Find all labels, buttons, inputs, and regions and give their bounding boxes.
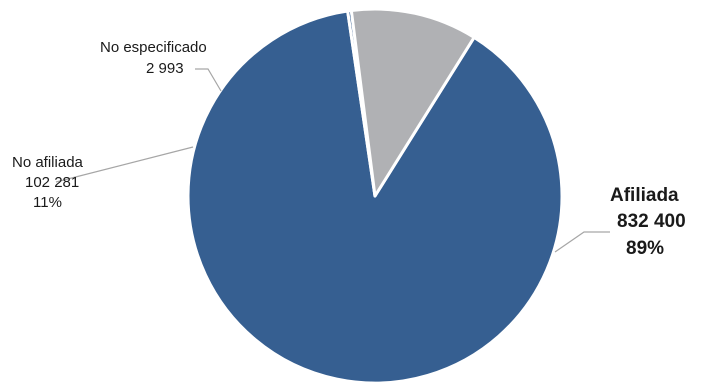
- pie-slices: [186, 7, 564, 384]
- slice-percent-no-afiliada: 11%: [33, 194, 62, 211]
- leader-line-afiliada: [554, 231, 610, 253]
- slice-value-afiliada: 832 400: [617, 211, 686, 232]
- slice-value-no-afiliada: 102 281: [25, 174, 79, 191]
- slice-value-no-especificado: 2 993: [146, 60, 184, 77]
- slice-percent-afiliada: 89%: [626, 238, 664, 259]
- slice-no-afiliada: [349, 7, 476, 198]
- slice-label-afiliada: Afiliada: [610, 185, 679, 206]
- leader-line-no-especificado: [195, 68, 222, 92]
- slice-label-no-especificado: No especificado: [100, 39, 207, 56]
- leader-line-no-afiliada: [55, 146, 194, 183]
- slice-label-no-afiliada: No afiliada: [12, 154, 84, 171]
- leader-lines: [55, 68, 610, 253]
